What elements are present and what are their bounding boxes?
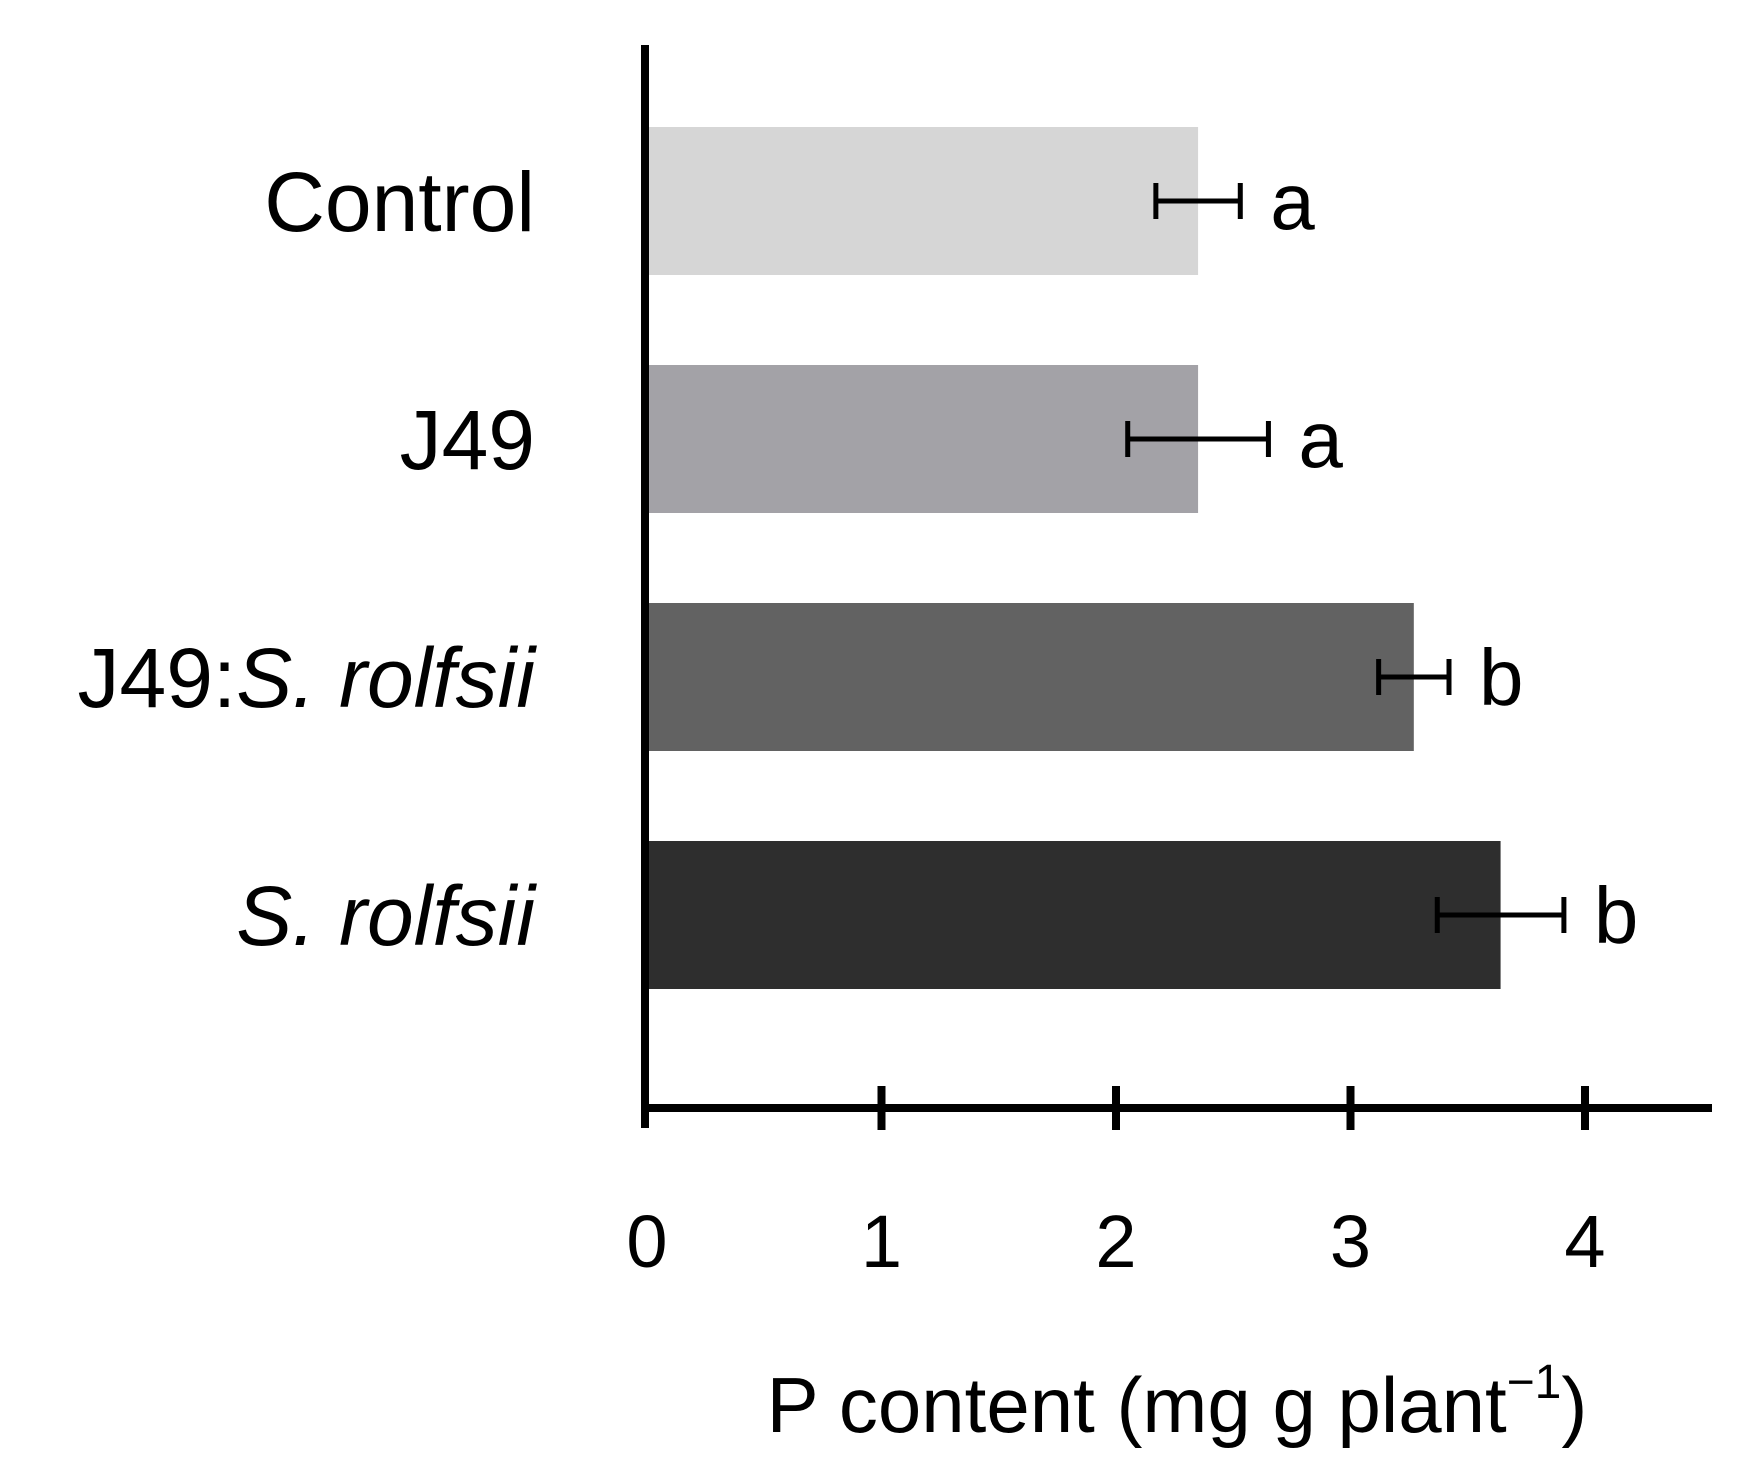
bar-1 [647, 365, 1199, 513]
x-tick-label-0: 0 [626, 1200, 667, 1283]
significance-letter-2: b [1479, 633, 1524, 722]
x-tick-label-1: 1 [861, 1200, 902, 1283]
x-tick-label-4: 4 [1564, 1200, 1605, 1283]
category-label-1: J49 [400, 393, 535, 487]
error-bar-1 [1125, 421, 1271, 457]
bar-2 [647, 603, 1414, 751]
category-label-3: S. rolfsii [236, 869, 537, 963]
category-label-0: Control [264, 155, 535, 249]
x-tick-label-2: 2 [1095, 1200, 1136, 1283]
bar-3 [647, 841, 1501, 989]
bar-0 [647, 127, 1199, 275]
category-labels-group: Control J49 J49:S. rolfsii S. rolfsii [78, 155, 538, 963]
error-bar-3 [1434, 897, 1567, 933]
x-tick-label-3: 3 [1330, 1200, 1371, 1283]
error-bar-2 [1376, 659, 1452, 695]
category-label-2: J49:S. rolfsii [78, 631, 538, 725]
significance-letters-group: a a b b [1270, 157, 1638, 960]
significance-letter-0: a [1270, 157, 1315, 246]
significance-letter-1: a [1298, 395, 1343, 484]
error-bars-group [1125, 183, 1567, 933]
error-bar-0 [1153, 183, 1243, 219]
axes-group [641, 45, 1712, 1128]
significance-letter-3: b [1594, 871, 1639, 960]
x-axis-title: P content (mg g plant−1) [767, 1356, 1588, 1449]
x-ticks-group: 0 1 2 3 4 [626, 1086, 1606, 1283]
bars-group [647, 127, 1501, 989]
